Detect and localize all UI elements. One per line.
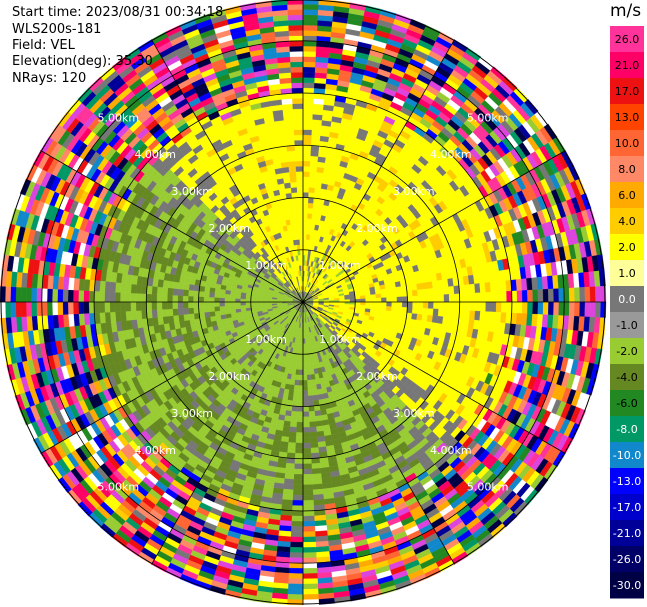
velocity-cells (0, 0, 607, 606)
